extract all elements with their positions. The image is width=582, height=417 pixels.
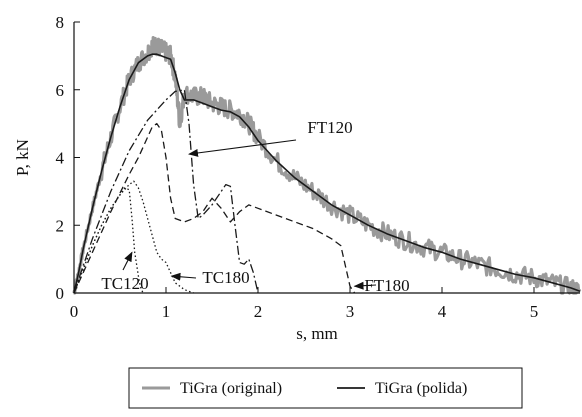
series-line-tc120 xyxy=(73,187,144,294)
x-tick-label: 4 xyxy=(438,302,447,321)
x-tick-label: 5 xyxy=(530,302,539,321)
x-axis-label: s, mm xyxy=(296,324,338,343)
axes-layer: 0 2 4 6 8 0 1 2 3 4 5 s, mm P, kN xyxy=(13,13,580,343)
y-axis-label: P, kN xyxy=(13,139,32,176)
annotation-arrow-ft120 xyxy=(188,139,297,157)
y-tick-label: 0 xyxy=(56,284,65,303)
series-line-ft180 xyxy=(73,122,356,294)
legend: TiGra (original) TiGra (polida) xyxy=(128,367,523,409)
annotation-arrow-ft180 xyxy=(353,281,377,290)
x-tick-label: 1 xyxy=(162,302,171,321)
x-tick-label: 2 xyxy=(254,302,263,321)
legend-box xyxy=(128,367,523,409)
annotation-arrow-tc120 xyxy=(122,251,133,271)
annotation-label-ft180: FT180 xyxy=(364,276,409,295)
y-tick-label: 6 xyxy=(56,81,65,100)
annotation-label-ft120: FT120 xyxy=(307,118,352,137)
y-tick-label: 8 xyxy=(56,13,65,32)
x-tick-label: 0 xyxy=(70,302,79,321)
series-line-ft120 xyxy=(73,89,259,294)
series-line-tigra-original xyxy=(72,36,582,295)
series-line-tc180 xyxy=(73,180,194,294)
x-tick-label: 3 xyxy=(346,302,355,321)
annotation-label-tc120: TC120 xyxy=(101,274,148,293)
legend-label-tigra-original: TiGra (original) xyxy=(180,380,282,397)
annotation-layer: FT120 TC120 TC180 FT180 xyxy=(101,118,409,295)
annotation-label-tc180: TC180 xyxy=(202,268,249,287)
series-line-tigra-polida xyxy=(73,53,581,294)
y-tick-label: 2 xyxy=(56,216,65,235)
y-tick-label: 4 xyxy=(56,149,65,168)
annotation-arrow-tc180 xyxy=(170,272,197,281)
legend-label-tigra-polida: TiGra (polida) xyxy=(375,380,467,397)
series-layer xyxy=(72,36,582,295)
